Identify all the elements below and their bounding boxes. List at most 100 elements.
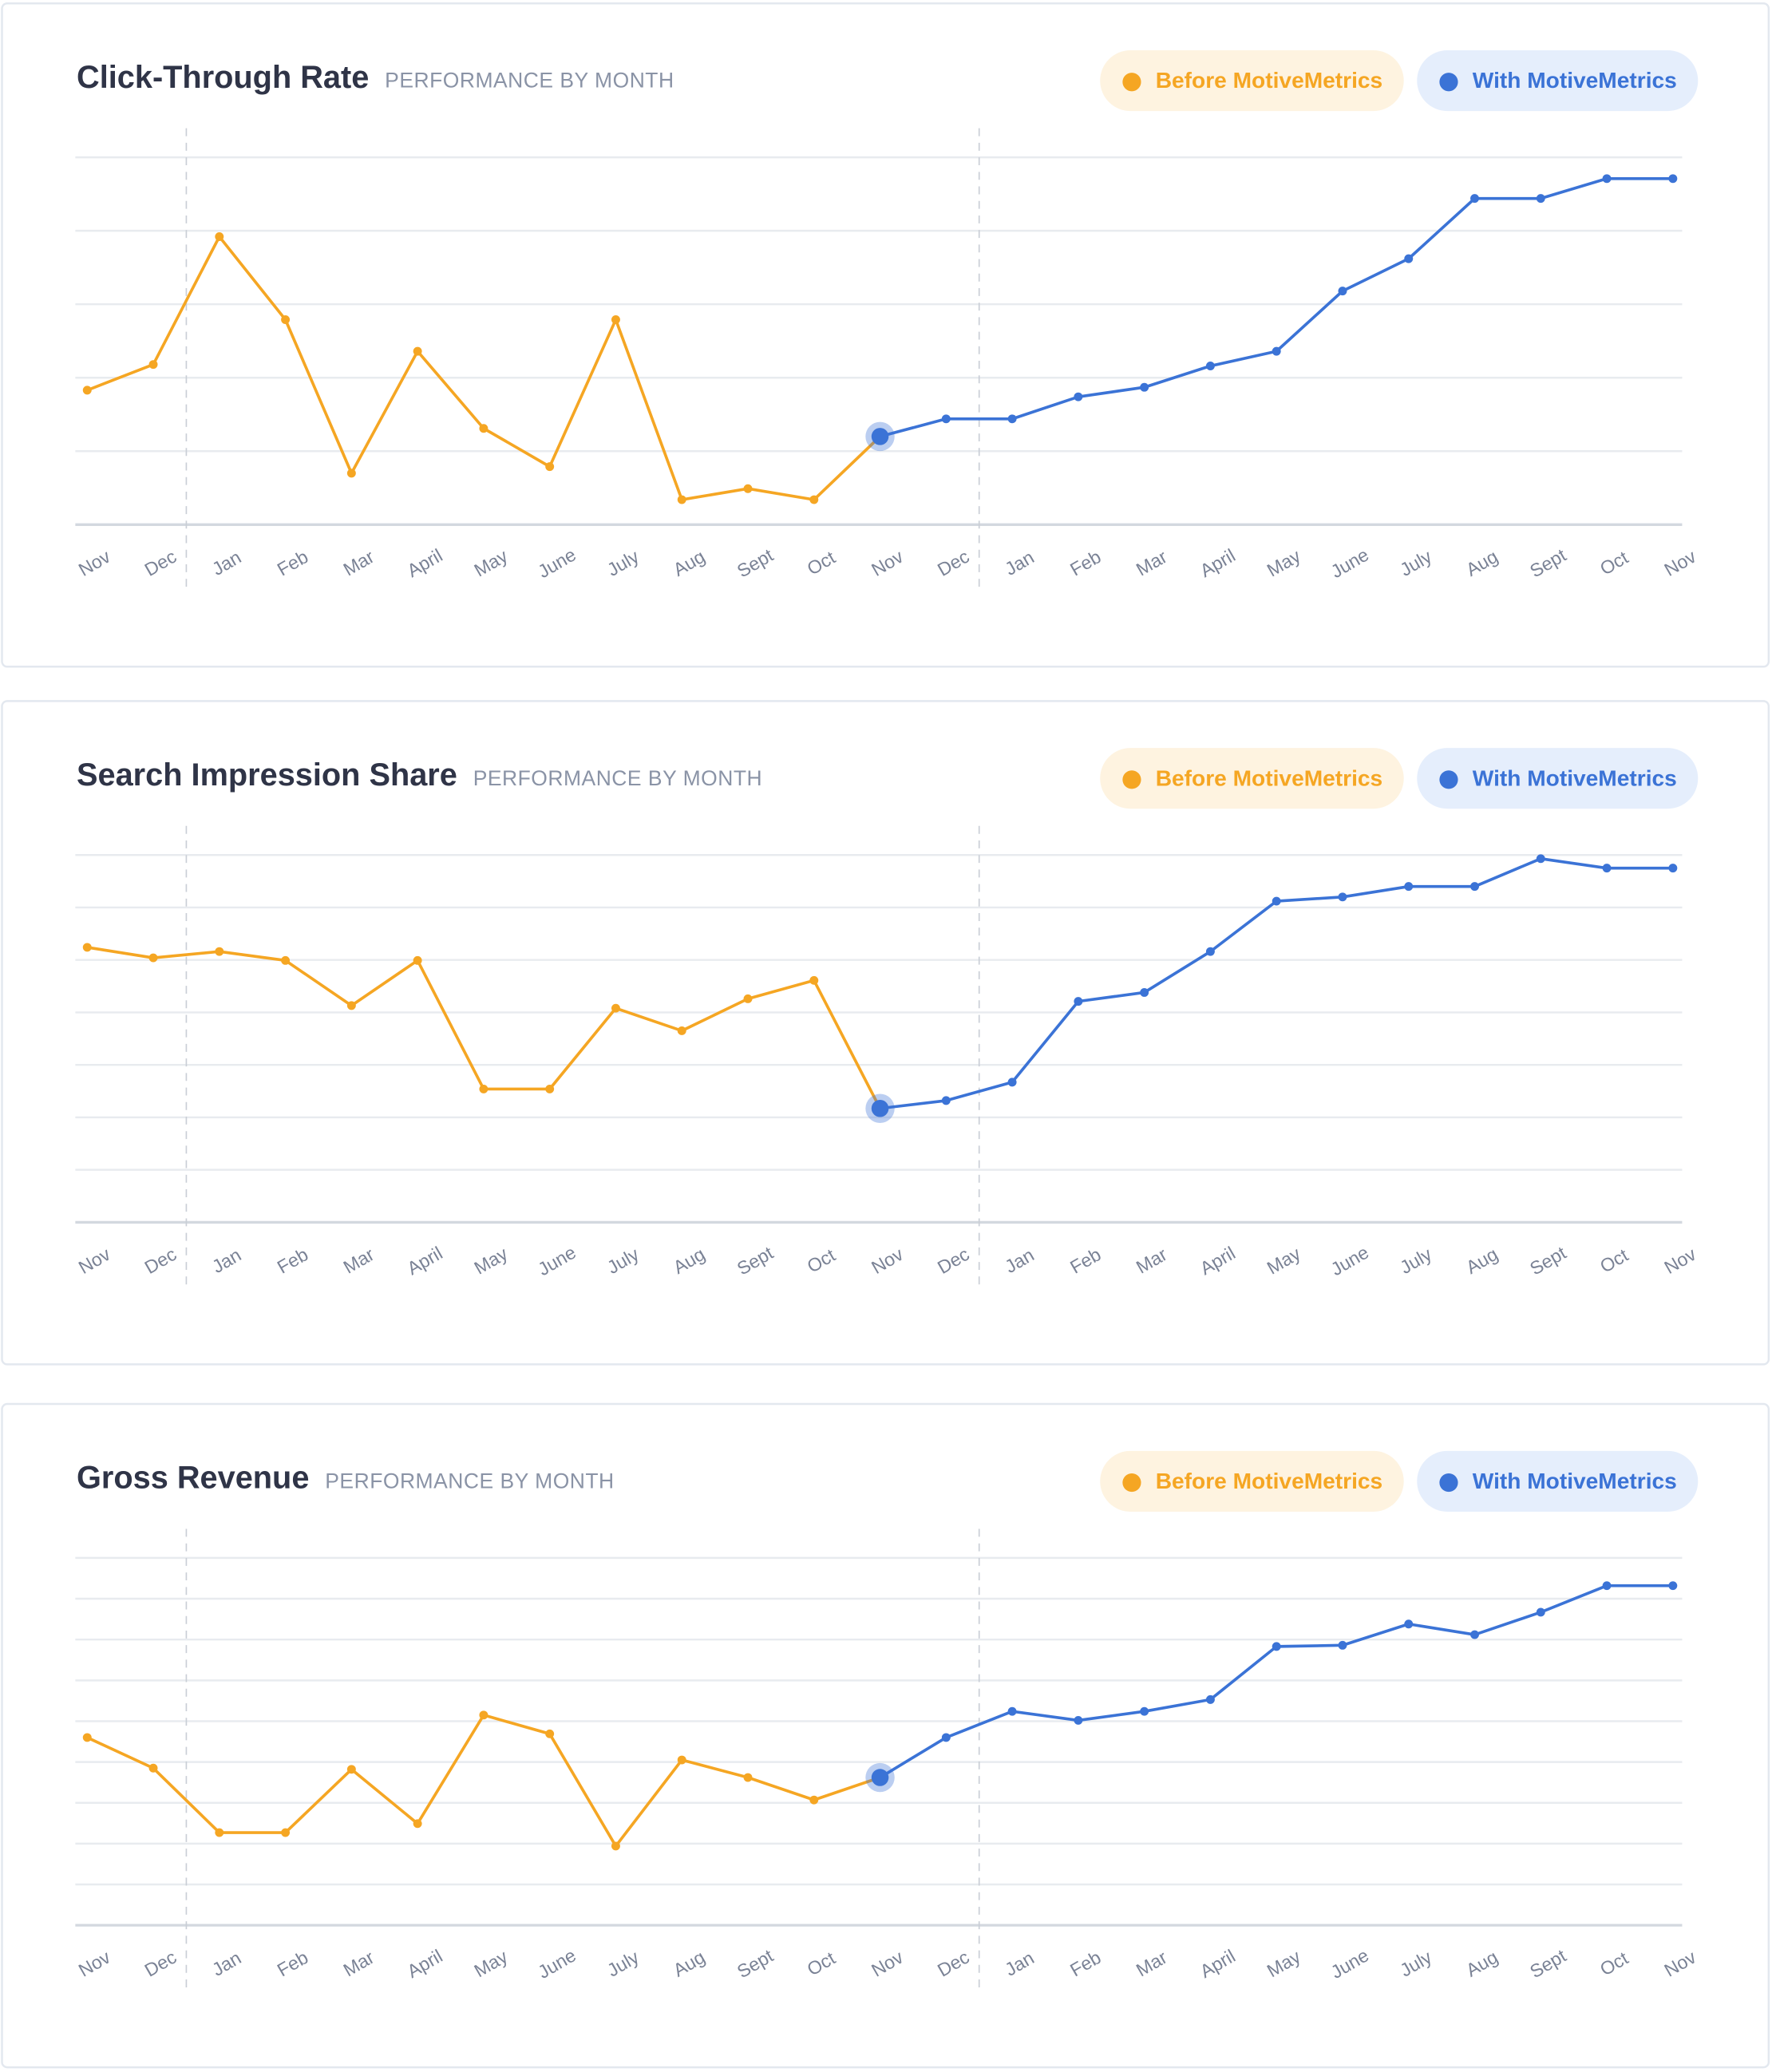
data-point — [82, 386, 92, 395]
chart-subtitle: PERFORMANCE BY MONTH — [385, 69, 674, 93]
data-point — [941, 1096, 951, 1105]
legend-label: Before MotiveMetrics — [1156, 68, 1382, 93]
data-point — [677, 1755, 686, 1765]
data-point — [1205, 1694, 1215, 1704]
data-point — [346, 1765, 356, 1774]
chart-title: Click-Through Rate — [77, 60, 369, 95]
legend-label: With MotiveMetrics — [1473, 68, 1677, 93]
data-point — [809, 495, 819, 504]
data-point — [82, 943, 92, 952]
legend-label: Before MotiveMetrics — [1156, 765, 1382, 790]
legend-item: With MotiveMetrics — [1417, 748, 1699, 809]
data-point — [1404, 1619, 1414, 1629]
legend-pill — [1417, 1450, 1699, 1512]
data-point — [1536, 1607, 1545, 1617]
card-border — [1, 700, 1770, 1366]
legend-dot — [1439, 1473, 1458, 1493]
data-point — [346, 1001, 356, 1010]
card-border — [1, 2, 1770, 668]
data-point — [413, 1819, 422, 1829]
data-point — [1470, 194, 1479, 204]
data-point — [743, 994, 753, 1003]
data-point — [743, 484, 753, 493]
chart-subtitle: PERFORMANCE BY MONTH — [473, 766, 762, 790]
data-point — [1205, 947, 1215, 956]
data-point — [611, 1003, 620, 1013]
data-point — [545, 1729, 555, 1738]
data-point — [871, 1769, 889, 1786]
data-point — [215, 947, 224, 956]
data-point — [545, 462, 555, 472]
data-point — [677, 1026, 686, 1035]
legend-dot — [1439, 73, 1458, 92]
data-point — [82, 1733, 92, 1742]
data-point — [809, 975, 819, 985]
legend-label: Before MotiveMetrics — [1156, 1469, 1382, 1493]
legend-label: With MotiveMetrics — [1473, 1469, 1677, 1493]
data-point — [871, 1099, 889, 1117]
data-point — [1074, 997, 1083, 1006]
chart-title: Search Impression Share — [77, 757, 457, 793]
chart-subtitle: PERFORMANCE BY MONTH — [325, 1469, 614, 1493]
legend-item: Before MotiveMetrics — [1100, 748, 1404, 809]
chart-title: Gross Revenue — [77, 1461, 309, 1496]
legend-dot — [1122, 1473, 1141, 1493]
data-point — [281, 955, 291, 965]
data-point — [413, 346, 422, 356]
data-point — [346, 469, 356, 478]
legend-item: Before MotiveMetrics — [1100, 50, 1404, 112]
data-point — [1272, 1642, 1281, 1651]
data-point — [1470, 1630, 1479, 1639]
data-point — [1338, 287, 1347, 296]
data-point — [1404, 882, 1414, 892]
data-point — [148, 953, 158, 963]
card-border — [1, 1402, 1770, 2069]
data-point — [148, 1763, 158, 1773]
data-point — [941, 1733, 951, 1742]
chart-card: Gross Revenue PERFORMANCE BY MONTH With Mo… — [1, 1402, 1770, 2069]
data-point — [545, 1084, 555, 1093]
legend-pill — [1100, 1450, 1404, 1512]
legend-label: With MotiveMetrics — [1473, 765, 1677, 790]
legend-dot — [1122, 770, 1141, 789]
legend-pill — [1417, 50, 1699, 112]
data-point — [1602, 1581, 1612, 1591]
data-point — [1272, 346, 1281, 356]
data-point — [743, 1773, 753, 1782]
data-point — [1602, 864, 1612, 873]
data-point — [1668, 1581, 1678, 1591]
legend-dot — [1439, 770, 1458, 789]
data-point — [1272, 896, 1281, 906]
data-point — [1338, 1640, 1347, 1650]
data-point — [413, 955, 422, 965]
data-point — [1205, 362, 1215, 370]
legend-item: With MotiveMetrics — [1417, 1450, 1699, 1512]
data-point — [1668, 864, 1678, 873]
data-point — [1536, 854, 1545, 864]
data-point — [1140, 1706, 1149, 1716]
data-point — [809, 1795, 819, 1805]
data-point — [677, 495, 686, 504]
data-point — [1338, 892, 1347, 902]
legend-pill — [1100, 748, 1404, 809]
chart-card: Search Impression Share PERFORMANCE BY MO… — [1, 700, 1770, 1366]
data-point — [281, 1828, 291, 1837]
data-point — [611, 315, 620, 324]
data-point — [215, 1828, 224, 1837]
data-point — [148, 360, 158, 370]
data-point — [1074, 1715, 1083, 1725]
legend-pill — [1100, 50, 1404, 112]
data-point — [1668, 174, 1678, 184]
data-point — [215, 232, 224, 241]
data-point — [479, 1710, 488, 1720]
chart-card: Click-Through Rate PERFORMANCE BY MONTH Wi… — [1, 2, 1770, 668]
data-point — [1007, 1706, 1017, 1716]
data-point — [1007, 414, 1017, 424]
data-point — [611, 1841, 620, 1851]
data-point — [1470, 882, 1479, 892]
data-point — [941, 414, 951, 424]
data-point — [1007, 1078, 1017, 1087]
data-point — [479, 1084, 488, 1093]
data-point — [281, 315, 291, 324]
